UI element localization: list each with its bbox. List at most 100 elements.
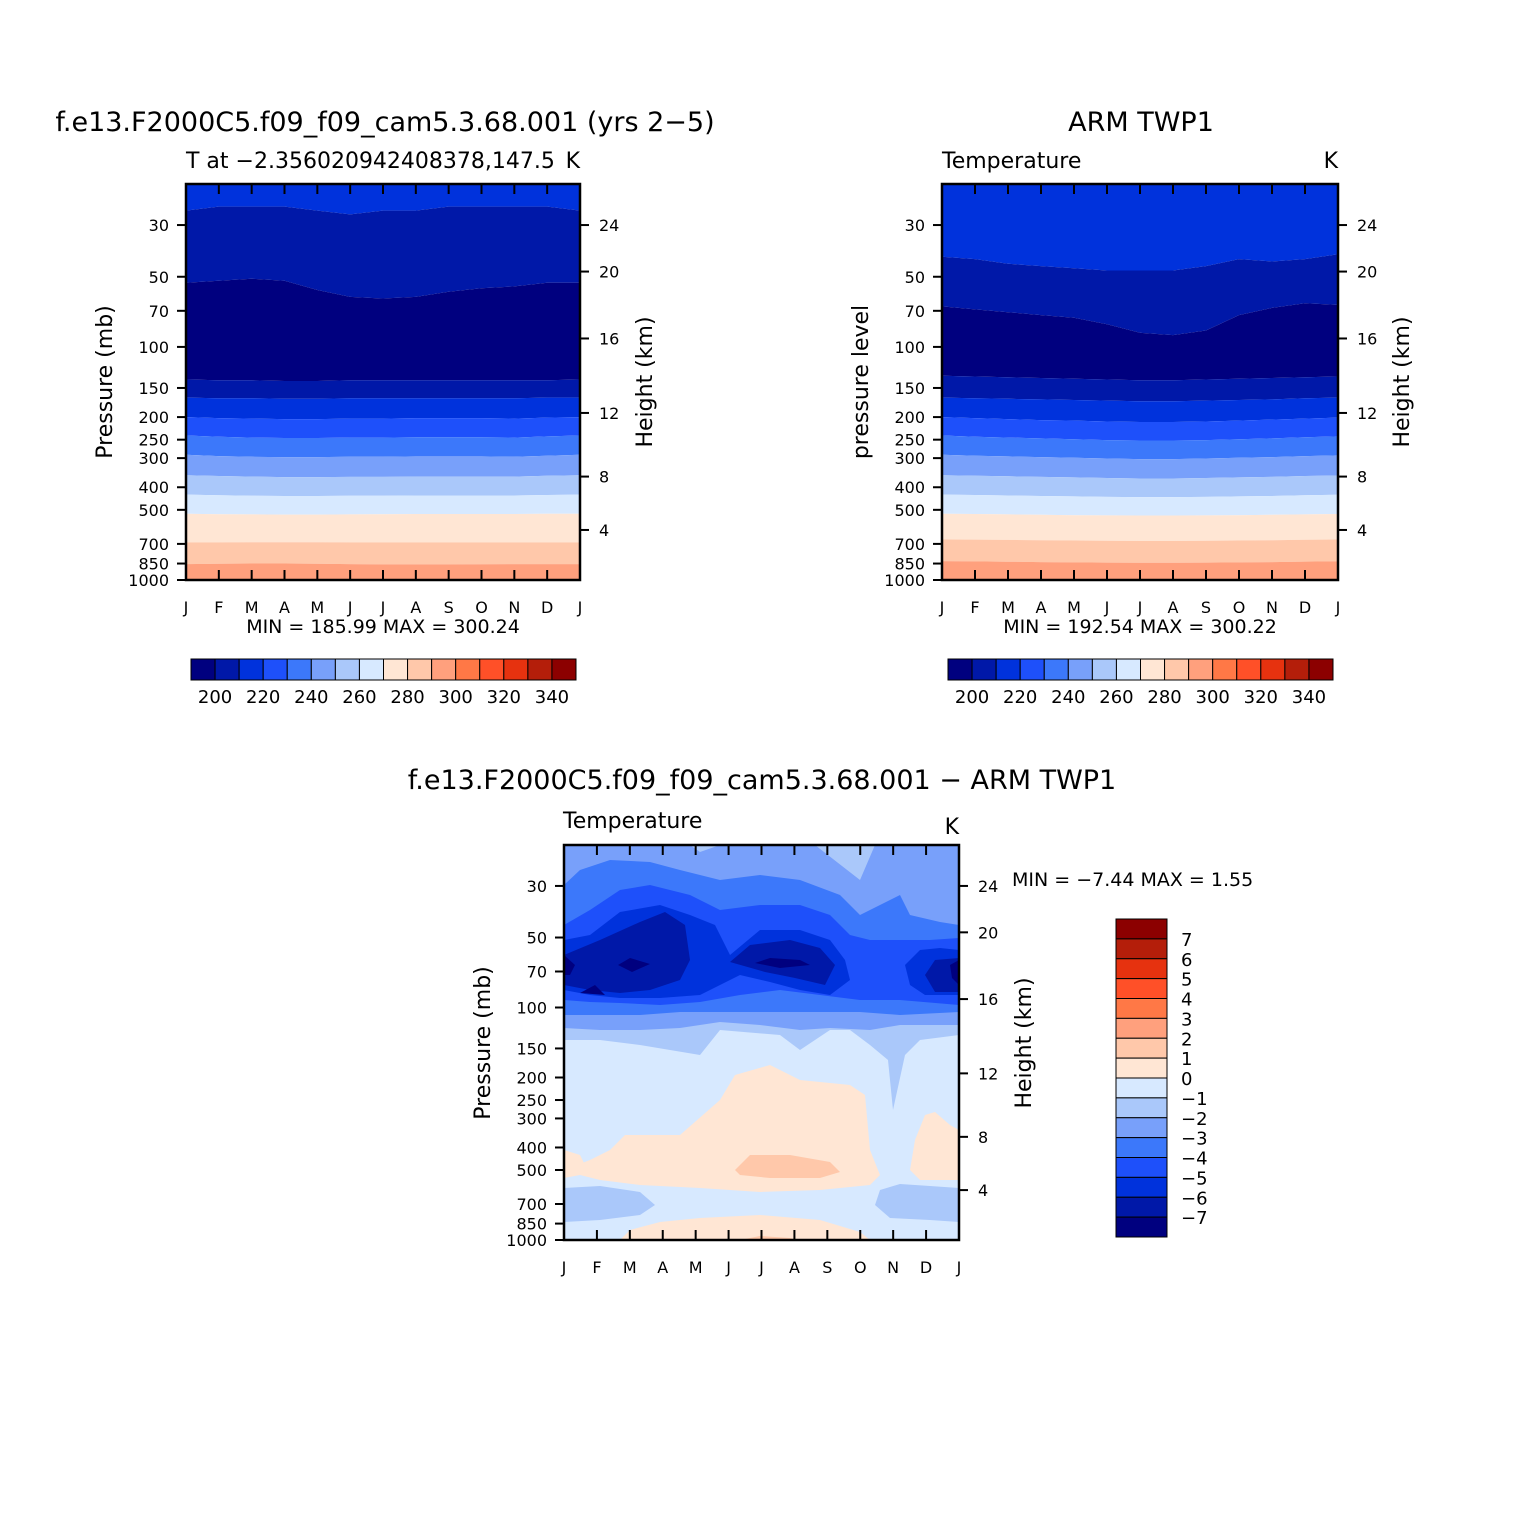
contour-band (942, 417, 1338, 441)
diff-cool-core-mid (755, 958, 810, 968)
x-tick-label: A (410, 598, 421, 617)
colorbar-box (383, 658, 409, 681)
obs-colorbar: 200 220 240 260 280 300 320 340 (947, 658, 1334, 708)
colorbar-box (1115, 998, 1168, 1019)
obs-ylabel: pressure level (849, 305, 874, 459)
x-tick-label: O (1233, 598, 1246, 617)
diff-title: f.e13.F2000C5.f09_f09_cam5.3.68.001 − AR… (408, 765, 1117, 796)
diff-cool-upper-6to7 (564, 912, 690, 993)
obs-title: ARM TWP1 (1068, 107, 1214, 138)
x-tick-label: M (1067, 598, 1081, 617)
colorbar-box (971, 658, 997, 681)
colorbar-label: 260 (1099, 687, 1133, 708)
y2-tick-label: 20 (599, 263, 619, 282)
x-tick-label: M (1001, 598, 1015, 617)
colorbar-box (995, 658, 1021, 681)
y-tick-label: 250 (138, 431, 169, 450)
diff-cool-lower-left (564, 1186, 655, 1222)
diff-ylabel: Pressure (mb) (471, 966, 496, 1120)
y-tick-label: 200 (138, 408, 169, 427)
colorbar-box (1284, 658, 1310, 681)
y-tick-label: 700 (894, 535, 925, 554)
y-tick-label: 150 (894, 379, 925, 398)
diff-y2label: Height (km) (1012, 977, 1037, 1108)
colorbar-box (455, 658, 481, 681)
y2-tick-label: 16 (978, 990, 998, 1009)
x-tick-label: J (577, 598, 583, 617)
x-tick-label: M (245, 598, 259, 617)
x-tick-label: J (725, 1258, 731, 1277)
y2-tick-label: 4 (978, 1181, 988, 1200)
colorbar-label: 300 (1196, 687, 1230, 708)
diff-cool-core-left-2 (618, 958, 650, 972)
y2-tick-label: 16 (599, 329, 619, 348)
y2-tick-label: 8 (978, 1128, 988, 1147)
x-tick-label: F (970, 598, 979, 617)
y2-tick-label: 20 (978, 923, 998, 942)
colorbar-box (1188, 658, 1214, 681)
y2-tick-label: 12 (599, 404, 619, 423)
x-tick-label: M (623, 1258, 637, 1277)
colorbar-label: 220 (1003, 687, 1037, 708)
diff-warm-bottom-band (620, 1215, 870, 1240)
colorbar-label: −3 (1181, 1129, 1208, 1150)
y-tick-label: 100 (138, 338, 169, 357)
diff-subtitle-right: K (945, 815, 960, 840)
y-tick-label: 400 (516, 1138, 547, 1157)
x-tick-label: A (789, 1258, 800, 1277)
x-tick-label: J (1335, 598, 1341, 617)
colorbar-box (1115, 1097, 1168, 1119)
colorbar-box (262, 658, 288, 681)
y-tick-label: 700 (516, 1195, 547, 1214)
contour-band (942, 184, 1338, 271)
y-tick-label: 70 (905, 302, 925, 321)
colorbar-label: −6 (1181, 1188, 1208, 1209)
y-tick-label: 850 (138, 555, 169, 574)
y-tick-label: 300 (138, 449, 169, 468)
colorbar-label: 340 (1292, 687, 1326, 708)
colorbar-box (1260, 658, 1286, 681)
y2-tick-label: 8 (1357, 468, 1367, 487)
x-tick-label: J (561, 1258, 567, 1277)
x-tick-label: J (939, 598, 945, 617)
x-tick-label: J (380, 598, 386, 617)
contour-band (942, 494, 1338, 516)
y-tick-label: 500 (138, 501, 169, 520)
model-contour-fill (186, 184, 580, 580)
y-tick-label: 250 (894, 431, 925, 450)
x-tick-label: N (508, 598, 520, 617)
colorbar-box (407, 658, 433, 681)
y-tick-label: 50 (149, 268, 169, 287)
y-tick-label: 250 (516, 1091, 547, 1110)
x-tick-label: N (1266, 598, 1278, 617)
y-tick-label: 30 (527, 877, 547, 896)
y-tick-label: 150 (516, 1039, 547, 1058)
contour-band (942, 539, 1338, 563)
colorbar-box (1115, 978, 1168, 999)
contour-band (186, 206, 580, 299)
colorbar-box (947, 658, 973, 681)
colorbar-box (1115, 958, 1168, 980)
colorbar-box (503, 658, 529, 681)
colorbar-box (431, 658, 457, 681)
colorbar-label: 4 (1181, 990, 1192, 1011)
colorbar-label: −7 (1181, 1208, 1208, 1229)
y-tick-label: 200 (516, 1068, 547, 1087)
model-panel: f.e13.F2000C5.f09_f09_cam5.3.68.001 (yrs… (55, 107, 714, 708)
colorbar-box (1067, 658, 1093, 681)
x-tick-label: O (475, 598, 488, 617)
colorbar-box (527, 658, 553, 681)
y2-tick-label: 4 (1357, 521, 1367, 540)
y2-tick-label: 20 (1357, 263, 1377, 282)
contour-band (186, 494, 580, 515)
contour-band (186, 454, 580, 478)
diff-warm-core-1to2 (735, 1155, 840, 1178)
x-tick-label: J (956, 1258, 962, 1277)
y-tick-label: 70 (527, 962, 547, 981)
contour-band (186, 397, 580, 420)
colorbar-box (1115, 1037, 1168, 1059)
colorbar-box (1019, 658, 1045, 681)
